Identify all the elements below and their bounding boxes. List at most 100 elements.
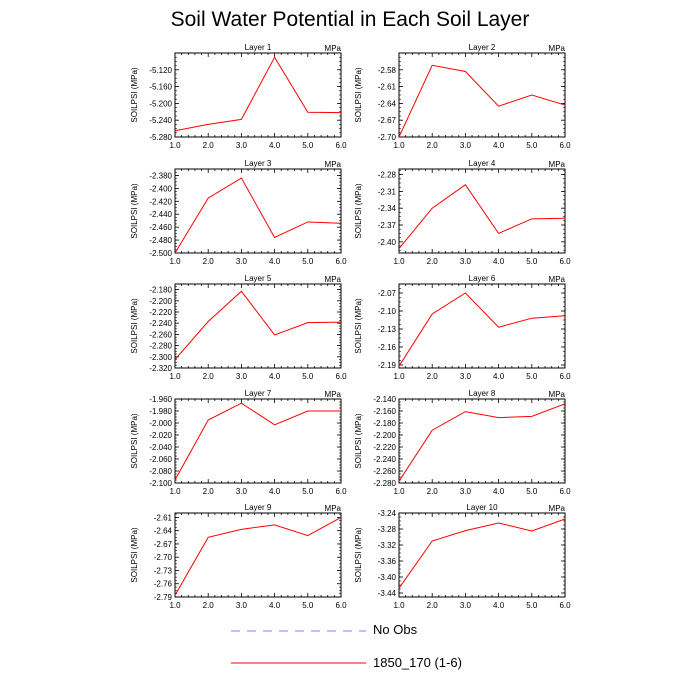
y-tick-label: -2.300 bbox=[149, 353, 172, 362]
y-tick-label: -2.160 bbox=[373, 407, 396, 416]
y-tick-label: -2.260 bbox=[373, 467, 396, 476]
x-tick-label: 6.0 bbox=[559, 487, 571, 496]
x-tick-label: 1.0 bbox=[393, 372, 405, 381]
x-tick-label: 2.0 bbox=[427, 257, 439, 266]
y-tick-label: -2.19 bbox=[378, 361, 397, 370]
y-axis-label: SOILPSI (MPa) bbox=[130, 527, 139, 582]
x-tick-label: 3.0 bbox=[236, 257, 248, 266]
y-tick-label: -2.16 bbox=[378, 343, 397, 352]
unit-label: MPa bbox=[325, 160, 342, 169]
y-tick-label: -2.240 bbox=[373, 455, 396, 464]
x-tick-label: 3.0 bbox=[236, 372, 248, 381]
page-title: Soil Water Potential in Each Soil Layer bbox=[170, 8, 530, 31]
x-tick-label: 6.0 bbox=[335, 487, 347, 496]
x-tick-label: 2.0 bbox=[427, 487, 439, 496]
y-tick-label: -3.36 bbox=[378, 557, 397, 566]
x-tick-label: 4.0 bbox=[269, 601, 281, 610]
y-tick-label: -3.24 bbox=[378, 509, 397, 518]
plot-frame bbox=[398, 398, 566, 484]
y-tick-label: -2.67 bbox=[378, 116, 397, 125]
y-tick-label: -2.440 bbox=[149, 210, 172, 219]
y-tick-label: -2.460 bbox=[149, 223, 172, 232]
x-tick-label: 5.0 bbox=[526, 372, 538, 381]
unit-label: MPa bbox=[325, 504, 342, 513]
plot-frame bbox=[174, 52, 342, 138]
x-tick-label: 5.0 bbox=[302, 257, 314, 266]
y-tick-label: -2.200 bbox=[373, 431, 396, 440]
x-tick-label: 6.0 bbox=[335, 372, 347, 381]
y-tick-label: -5.280 bbox=[149, 133, 172, 142]
y-tick-label: -5.120 bbox=[149, 66, 172, 75]
series-line bbox=[398, 292, 566, 367]
y-axis-label: SOILPSI (MPa) bbox=[130, 183, 139, 238]
y-axis-label: SOILPSI (MPa) bbox=[354, 413, 363, 468]
unit-label: MPa bbox=[325, 390, 342, 399]
x-tick-label: 2.0 bbox=[427, 601, 439, 610]
x-tick-label: 2.0 bbox=[203, 487, 215, 496]
series-line bbox=[398, 183, 566, 249]
y-tick-label: -2.420 bbox=[149, 197, 172, 206]
panel-layer-5: 1.0 2.0 3.0 4.0 5.0 6.0 -2.320 -2.300 -2.280 -2.2… bbox=[130, 274, 347, 381]
x-tick-label: 4.0 bbox=[269, 487, 281, 496]
unit-label: MPa bbox=[549, 275, 566, 284]
panel-title: Layer 3 bbox=[245, 159, 272, 168]
x-tick-label: 6.0 bbox=[335, 601, 347, 610]
y-tick-label: -2.080 bbox=[149, 467, 172, 476]
x-tick-label: 3.0 bbox=[236, 487, 248, 496]
y-axis-label: SOILPSI (MPa) bbox=[354, 527, 363, 582]
y-tick-label: -2.480 bbox=[149, 236, 172, 245]
y-tick-label: -2.34 bbox=[378, 204, 397, 213]
y-tick-label: -2.180 bbox=[149, 286, 172, 295]
plot-frame bbox=[398, 283, 566, 369]
series-line bbox=[398, 403, 566, 482]
y-tick-label: -2.79 bbox=[154, 593, 173, 602]
x-tick-label: 5.0 bbox=[526, 601, 538, 610]
y-tick-label: -3.40 bbox=[378, 573, 397, 582]
unit-label: MPa bbox=[325, 44, 342, 53]
x-tick-label: 3.0 bbox=[460, 487, 472, 496]
y-tick-label: -2.500 bbox=[149, 249, 172, 258]
series-line bbox=[174, 56, 342, 132]
unit-label: MPa bbox=[549, 390, 566, 399]
panel-layer-1: 1.0 2.0 3.0 4.0 5.0 6.0 -5.280 -5.240 -5.200 -5.1… bbox=[130, 43, 347, 150]
panel-title: Layer 10 bbox=[466, 503, 498, 512]
x-tick-label: 2.0 bbox=[203, 601, 215, 610]
y-tick-label: -2.100 bbox=[149, 479, 172, 488]
y-axis-label: SOILPSI (MPa) bbox=[130, 67, 139, 122]
y-tick-label: -2.76 bbox=[154, 580, 173, 589]
x-tick-label: 4.0 bbox=[269, 141, 281, 150]
y-axis-label: SOILPSI (MPa) bbox=[354, 298, 363, 353]
panel-layer-10: 1.0 2.0 3.0 4.0 5.0 6.0 -3.44 -3.40 -3.36 -3.32 -3… bbox=[354, 503, 571, 610]
y-tick-label: -2.28 bbox=[378, 171, 397, 180]
unit-label: MPa bbox=[549, 160, 566, 169]
y-tick-label: -2.280 bbox=[373, 479, 396, 488]
x-tick-label: 1.0 bbox=[393, 601, 405, 610]
panel-layer-9: 1.0 2.0 3.0 4.0 5.0 6.0 -2.79 -2.76 -2.73 -2.70 -2… bbox=[130, 503, 347, 610]
y-tick-label: -2.10 bbox=[378, 307, 397, 316]
x-tick-label: 4.0 bbox=[493, 372, 505, 381]
y-tick-label: -2.380 bbox=[149, 171, 172, 180]
panel-title: Layer 5 bbox=[245, 274, 272, 283]
y-tick-label: -5.200 bbox=[149, 99, 172, 108]
y-tick-label: -2.61 bbox=[154, 513, 173, 522]
x-tick-label: 2.0 bbox=[203, 372, 215, 381]
y-tick-label: -2.61 bbox=[378, 83, 397, 92]
y-tick-label: -2.70 bbox=[154, 553, 173, 562]
y-tick-label: -2.64 bbox=[378, 99, 397, 108]
series-line bbox=[174, 290, 342, 360]
x-tick-label: 4.0 bbox=[269, 257, 281, 266]
panel-layer-2: 1.0 2.0 3.0 4.0 5.0 6.0 -2.70 -2.67 -2.64 -2.61 -2… bbox=[354, 43, 571, 150]
y-tick-label: -2.40 bbox=[378, 238, 397, 247]
x-tick-label: 6.0 bbox=[559, 141, 571, 150]
x-tick-label: 4.0 bbox=[493, 601, 505, 610]
y-tick-label: -3.28 bbox=[378, 525, 397, 534]
y-tick-label: -5.160 bbox=[149, 83, 172, 92]
x-tick-label: 2.0 bbox=[203, 141, 215, 150]
unit-label: MPa bbox=[549, 44, 566, 53]
panel-layer-6: 1.0 2.0 3.0 4.0 5.0 6.0 -2.19 -2.16 -2.13 -2.10 -2… bbox=[354, 274, 571, 381]
x-tick-label: 2.0 bbox=[427, 372, 439, 381]
x-tick-label: 2.0 bbox=[203, 257, 215, 266]
y-tick-label: -2.320 bbox=[149, 364, 172, 373]
x-tick-label: 6.0 bbox=[559, 257, 571, 266]
x-tick-label: 5.0 bbox=[302, 601, 314, 610]
